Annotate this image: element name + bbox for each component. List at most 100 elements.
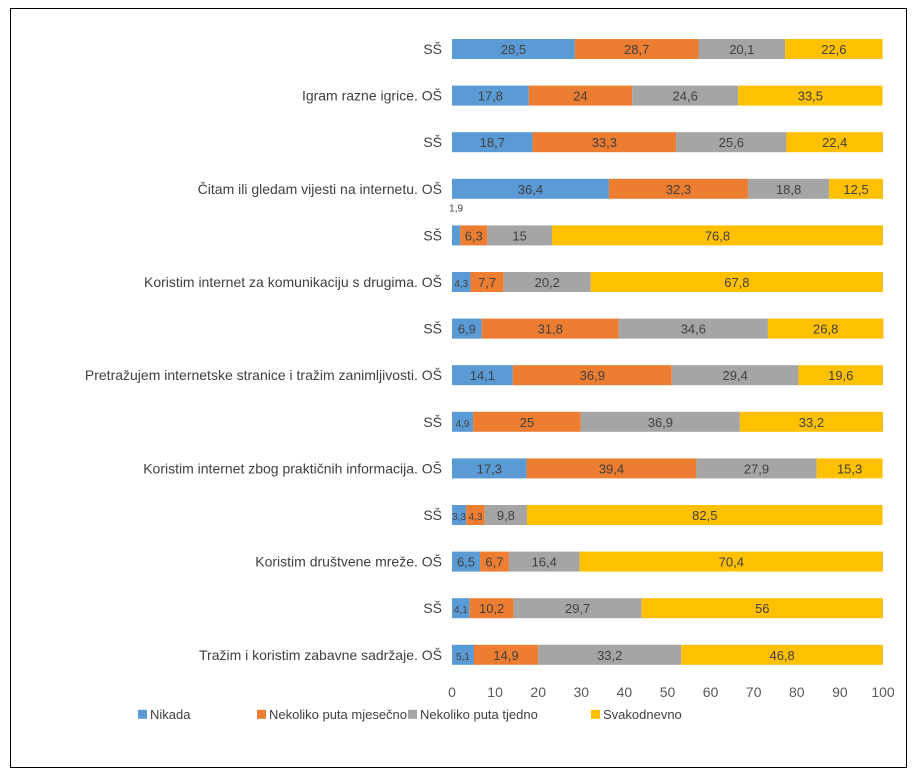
stacked-bar-chart: SŠ Igram razne igrice. OŠ SŠ Čitam ili gled… xyxy=(85,39,895,722)
data-label: 28,5 xyxy=(501,42,526,57)
bar-segment xyxy=(698,39,786,59)
bar-segment xyxy=(676,132,787,153)
data-label: 10,2 xyxy=(479,601,504,616)
data-label: 4,1 xyxy=(454,605,468,616)
data-label: 33,2 xyxy=(597,648,622,663)
bar-segment xyxy=(696,458,817,479)
x-tick-label: 30 xyxy=(574,684,590,700)
bar-segment xyxy=(513,598,642,619)
x-tick-label: 100 xyxy=(871,684,895,700)
bar-segment xyxy=(532,132,677,153)
data-label: 34,6 xyxy=(681,322,706,337)
legend-swatch xyxy=(257,709,266,719)
data-label: 29,7 xyxy=(565,601,590,616)
legend-swatch xyxy=(138,709,147,719)
data-label: 36,9 xyxy=(580,368,605,383)
data-label: 4,3 xyxy=(454,279,468,290)
bar-segment xyxy=(632,85,739,106)
category-label: SŠ xyxy=(423,507,442,523)
data-label: 18,7 xyxy=(480,135,505,150)
bar-segment xyxy=(618,318,768,339)
data-label: 46,8 xyxy=(769,648,794,663)
bar-segment xyxy=(574,39,699,59)
bar-segment xyxy=(580,411,740,432)
data-label: 36,9 xyxy=(648,415,673,430)
bar-segment xyxy=(608,178,749,199)
data-label: 12,5 xyxy=(843,182,868,197)
bar-segment xyxy=(748,178,830,199)
data-label: 19,6 xyxy=(828,368,853,383)
category-label: SŠ xyxy=(423,41,442,57)
category-label: Čitam ili gledam vijesti na internetu. O… xyxy=(198,181,442,197)
data-label: 39,4 xyxy=(599,461,624,476)
bar-segment xyxy=(452,178,609,199)
bar-segment xyxy=(738,85,883,106)
data-label: 82,5 xyxy=(692,508,717,523)
bar-segment xyxy=(528,85,633,106)
bar-segment xyxy=(829,178,883,199)
data-label: 27,9 xyxy=(744,461,769,476)
data-label: 4,3 xyxy=(469,512,483,523)
bar-segment xyxy=(452,225,461,246)
category-label: Pretražujem internetske stranice i traži… xyxy=(85,367,442,383)
category-label: SŠ xyxy=(423,227,442,243)
legend-label: Nekoliko puta tjedno xyxy=(420,707,538,722)
bar-segment xyxy=(452,411,474,432)
bar-segment xyxy=(798,365,883,386)
x-tick-label: 40 xyxy=(617,684,633,700)
data-label: 14,1 xyxy=(470,368,495,383)
bar-segment xyxy=(469,598,514,619)
bar-segment xyxy=(526,458,697,479)
bar-segment xyxy=(452,272,471,292)
x-tick-label: 80 xyxy=(789,684,805,700)
bar-segment xyxy=(739,411,883,432)
data-label: 67,8 xyxy=(724,275,749,290)
data-label: 33,2 xyxy=(799,415,824,430)
bar-segment xyxy=(452,551,481,572)
bar-segment xyxy=(681,644,883,665)
bar-segment xyxy=(785,39,883,59)
bar-segment xyxy=(538,644,682,665)
data-label: 16,4 xyxy=(532,555,557,570)
bar-segment xyxy=(641,598,883,619)
bar-segment xyxy=(452,39,575,59)
bar-segment xyxy=(452,505,467,525)
data-label: 70,4 xyxy=(719,555,744,570)
data-label: 22,4 xyxy=(822,135,847,150)
x-tick-label: 20 xyxy=(530,684,546,700)
bar-segment xyxy=(551,225,883,246)
data-label: 15,3 xyxy=(837,461,862,476)
legend-swatch xyxy=(408,709,417,719)
data-label: 4,9 xyxy=(456,419,470,430)
data-label: 6,7 xyxy=(485,555,503,570)
category-label: SŠ xyxy=(423,134,442,150)
x-tick-label: 90 xyxy=(832,684,848,700)
bar-segment xyxy=(484,505,527,525)
data-label: 3,3 xyxy=(452,512,466,523)
data-label: 14,9 xyxy=(493,648,518,663)
data-label: 56 xyxy=(755,601,769,616)
bar-segment xyxy=(481,318,619,339)
data-label: 28,7 xyxy=(624,42,649,57)
bar-segment xyxy=(452,85,529,106)
data-label: 17,8 xyxy=(478,89,503,104)
category-label: Koristim internet zbog praktičnih inform… xyxy=(143,460,442,476)
category-label: SŠ xyxy=(423,321,442,337)
bar-segment xyxy=(473,644,539,665)
data-label: 24,6 xyxy=(673,89,698,104)
bar-segment xyxy=(767,318,884,339)
x-tick-label: 10 xyxy=(487,684,503,700)
chart-frame: SŠ Igram razne igrice. OŠ SŠ Čitam ili gled… xyxy=(10,8,907,768)
data-label: 24 xyxy=(573,89,587,104)
bar-segment xyxy=(590,272,883,292)
x-tick-label: 70 xyxy=(746,684,762,700)
bar-segment xyxy=(452,318,482,339)
data-label: 1,9 xyxy=(449,203,463,214)
bar-segment xyxy=(470,272,504,292)
data-label: 9,8 xyxy=(497,508,515,523)
data-label: 5,1 xyxy=(456,652,470,663)
bar-segment xyxy=(503,272,591,292)
x-tick-label: 50 xyxy=(660,684,676,700)
data-label: 7,7 xyxy=(478,275,496,290)
bar-segment xyxy=(526,505,883,525)
